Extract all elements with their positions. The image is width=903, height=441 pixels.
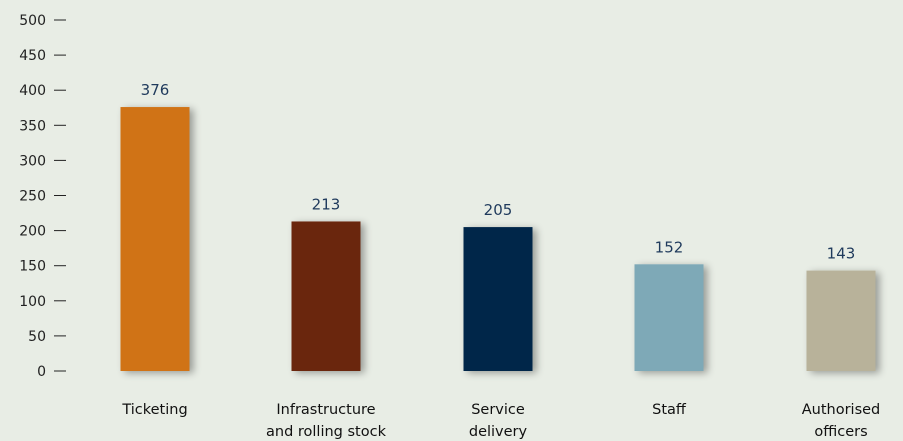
bar: [463, 227, 533, 371]
bar: [291, 221, 361, 371]
value-labels: 376 213 205 152 143: [141, 81, 856, 263]
x-tick-label: Authorised: [802, 402, 881, 418]
bar: [634, 264, 704, 371]
data-label: 376: [141, 81, 170, 99]
data-label: 143: [827, 245, 856, 263]
x-tick-label: delivery: [469, 424, 528, 440]
y-tick-label: 500: [19, 13, 46, 29]
y-tick-label: 350: [19, 118, 46, 134]
x-tick-label: officers: [814, 424, 867, 440]
y-tick-label: 50: [28, 329, 46, 345]
x-tick-label: Ticketing: [121, 402, 187, 418]
y-tick-label: 0: [37, 364, 46, 380]
x-tick-label: Infrastructure: [276, 402, 375, 418]
x-axis-labels: Ticketing Infrastructure and rolling stock…: [121, 402, 880, 440]
bar: [806, 270, 876, 371]
y-tick-label: 200: [19, 224, 46, 240]
bar: [120, 107, 190, 371]
data-label: 152: [655, 238, 684, 256]
y-tick-label: 450: [19, 48, 46, 64]
x-tick-label: Service: [471, 402, 525, 418]
y-tick-label: 100: [19, 294, 46, 310]
data-label: 205: [484, 201, 513, 219]
x-tick-label: and rolling stock: [266, 424, 387, 440]
y-tick-label: 400: [19, 83, 46, 99]
x-tick-label: Staff: [652, 402, 687, 418]
y-tick-label: 150: [19, 259, 46, 275]
data-label: 213: [312, 195, 341, 213]
bars: [120, 107, 876, 371]
y-tick-label: 250: [19, 189, 46, 205]
y-tick-label: 300: [19, 153, 46, 169]
y-axis: 0 50 100 150 200 250 300 350 400 450 500: [19, 13, 66, 380]
